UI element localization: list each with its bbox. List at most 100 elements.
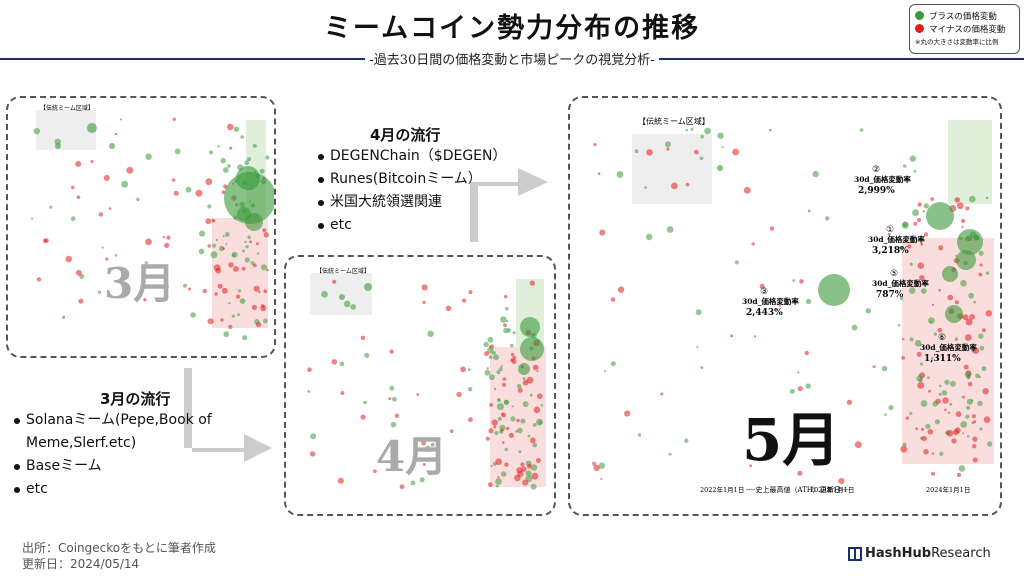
scatter-dot (244, 240, 247, 244)
scatter-dot (797, 386, 803, 392)
scatter-dot (256, 252, 260, 255)
scatter-dot (497, 398, 501, 403)
scatter-dot (807, 209, 811, 213)
scatter-dot (789, 388, 795, 394)
scatter-dot (958, 465, 966, 472)
scatter-dot (445, 305, 452, 312)
scatter-dot (136, 197, 140, 202)
scatter-dot (927, 376, 930, 379)
scatter-dot (985, 310, 992, 317)
legend-plus: プラスの価格変動 (929, 11, 997, 22)
may-callout-value: 2,999% (858, 186, 895, 196)
scatter-dot (792, 279, 796, 282)
scatter-dot (504, 295, 508, 299)
scatter-dot (212, 219, 216, 222)
scatter-dot (171, 178, 176, 182)
page-title: ミームコイン勢力分布の推移 (323, 13, 701, 44)
scatter-dot (495, 478, 502, 485)
scatter-dot (960, 421, 968, 428)
scatter-dot (496, 370, 501, 375)
scatter-dot (983, 416, 991, 424)
subtitle-row: -過去30日間の価格変動と市場ピークの視覚分析- (0, 49, 1024, 68)
scatter-dot (101, 246, 104, 249)
scatter-dot (972, 420, 977, 424)
scatter-dot (517, 383, 522, 389)
scatter-dot (307, 367, 312, 372)
scatter-dot (930, 197, 935, 201)
scatter-dot (846, 399, 853, 405)
scatter-dot (71, 185, 75, 190)
may-label: 5月 (742, 406, 840, 474)
scatter-dot (202, 288, 207, 294)
scatter-dot (223, 331, 230, 338)
scatter-dot (529, 437, 536, 444)
scatter-dot (941, 390, 948, 396)
scatter-dot (979, 263, 983, 267)
scatter-dot (488, 428, 494, 434)
scatter-dot (646, 149, 653, 156)
scatter-dot (252, 143, 257, 148)
scatter-dot (699, 156, 704, 161)
scatter-dot (260, 305, 267, 312)
scatter-dot (501, 412, 504, 416)
scatter-dot (522, 479, 529, 486)
scatter-dot (966, 435, 970, 438)
may-callout-value: 1,311% (924, 354, 961, 364)
may-callout-number: ③ (760, 287, 768, 297)
scatter-dot (360, 335, 366, 340)
scatter-dot (225, 243, 228, 246)
scatter-dot (937, 327, 943, 333)
scatter-dot (389, 349, 394, 354)
scatter-bubble (956, 250, 976, 270)
trend-april-item: DEGENChain（$DEGEN） (316, 145, 566, 168)
scatter-dot (944, 379, 950, 385)
scatter-dot (913, 221, 918, 226)
scatter-dot (597, 172, 601, 175)
scatter-dot (493, 387, 497, 391)
scatter-dot (145, 153, 152, 160)
scatter-dot (195, 189, 203, 197)
may-callout-label: 30d_価格変動率 (854, 174, 911, 184)
april-traditional-zone (310, 273, 372, 315)
scatter-dot (526, 376, 534, 384)
scatter-dot (610, 297, 616, 302)
scatter-dot (497, 476, 500, 479)
scatter-dot (825, 216, 830, 221)
scatter-bubble (926, 202, 954, 230)
scatter-bubble (236, 166, 260, 190)
scatter-dot (105, 257, 109, 261)
scatter-dot (769, 226, 775, 231)
march-traditional-zone (36, 110, 96, 150)
scatter-dot (502, 377, 507, 381)
scatter-dot (914, 340, 922, 347)
brand-logo: HashHub Research (848, 546, 991, 561)
scatter-dot (307, 390, 310, 393)
scatter-dot (851, 324, 858, 331)
may-x-label: ----史上最高値（ATH）更新日---- (746, 485, 851, 494)
scatter-dot (510, 352, 515, 357)
scatter-dot (143, 298, 147, 302)
scatter-dot (410, 480, 416, 486)
scatter-dot (389, 385, 395, 391)
scatter-dot (859, 128, 864, 132)
scatter-dot (854, 441, 862, 449)
may-callout-label: 30d_価格変動率 (872, 278, 929, 288)
source-note: 出所：Coingeckoをもとに筆者作成 更新日：2024/05/14 (22, 540, 216, 572)
scatter-dot (373, 469, 377, 474)
scatter-dot (488, 345, 491, 348)
may-callout-label: 30d_価格変動率 (920, 342, 977, 352)
scatter-dot (247, 235, 251, 240)
scatter-dot (233, 126, 240, 132)
scatter-dot (244, 160, 249, 165)
scatter-dot (222, 235, 225, 238)
scatter-dot (721, 146, 724, 149)
scatter-dot (617, 286, 625, 293)
scatter-dot (237, 313, 240, 317)
scatter-dot (961, 225, 964, 228)
scatter-dot (956, 472, 962, 477)
scatter-dot (964, 334, 972, 341)
scatter-dot (749, 464, 752, 468)
legend-note: ※丸の大きさは変動率に比例 (915, 38, 999, 46)
scatter-dot (954, 300, 959, 305)
scatter-dot (363, 400, 367, 405)
